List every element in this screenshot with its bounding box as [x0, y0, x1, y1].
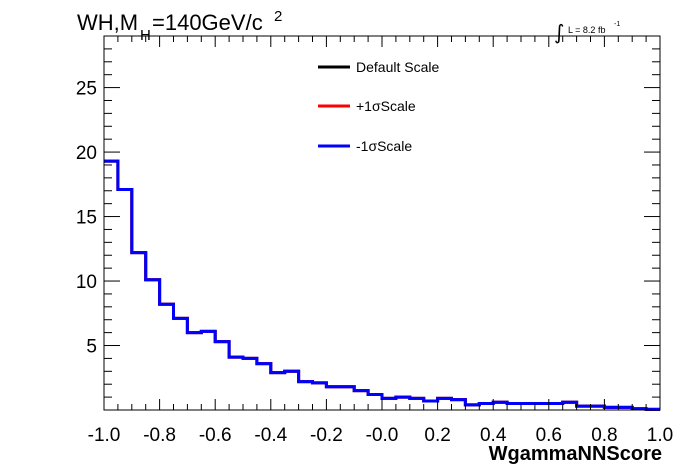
- series-line-1: [104, 159, 660, 411]
- title-rest: =140GeV/c: [152, 10, 263, 35]
- histogram-layer: [104, 159, 660, 411]
- x-tick-label: -0.0: [366, 425, 399, 446]
- x-tick-label: -0.4: [254, 425, 287, 446]
- x-axis-label: WgammaNNScore: [489, 443, 662, 465]
- legend-label-1: +1σScale: [356, 98, 416, 114]
- x-tick-label: -0.8: [143, 425, 176, 446]
- x-tick-label: 0.2: [424, 425, 450, 446]
- x-tick-label: -0.2: [310, 425, 343, 446]
- y-tick-label: 15: [76, 208, 97, 229]
- x-tick-label: 0.8: [591, 425, 617, 446]
- lumi-exponent: -1: [614, 21, 620, 28]
- legend-label-0: Default Scale: [356, 59, 439, 75]
- title-main: WH,M: [77, 10, 138, 35]
- x-tick-label: 1.0: [647, 425, 673, 446]
- y-tick-label: 20: [76, 143, 97, 164]
- chart-title: WH,M H =140GeV/c 2: [77, 8, 282, 44]
- y-tick-label: 5: [86, 337, 97, 358]
- y-tick-label: 25: [76, 79, 97, 100]
- x-tick-label: -0.6: [199, 425, 232, 446]
- plot-frame: [103, 35, 661, 411]
- legend: Default Scale +1σScale -1σScale: [318, 59, 439, 154]
- integral-icon: ∫: [554, 20, 564, 44]
- axes: -1.0 -0.8 -0.6 -0.4 -0.2 -0.0 0.2 0.4 0.6 0.8 1.0 5…: [76, 36, 673, 446]
- series-line-0: [104, 159, 660, 411]
- luminosity-label: ∫ L = 8.2 fb -1: [554, 20, 620, 44]
- x-tick-label: 0.4: [480, 425, 507, 446]
- x-tick-label: -1.0: [88, 425, 121, 446]
- x-tick-label: 0.6: [536, 425, 562, 446]
- series-line-2: [104, 159, 660, 411]
- y-tick-label: 10: [76, 272, 97, 293]
- legend-label-2: -1σScale: [356, 138, 412, 154]
- lumi-text: L = 8.2 fb: [568, 25, 605, 35]
- title-superscript: 2: [274, 8, 282, 25]
